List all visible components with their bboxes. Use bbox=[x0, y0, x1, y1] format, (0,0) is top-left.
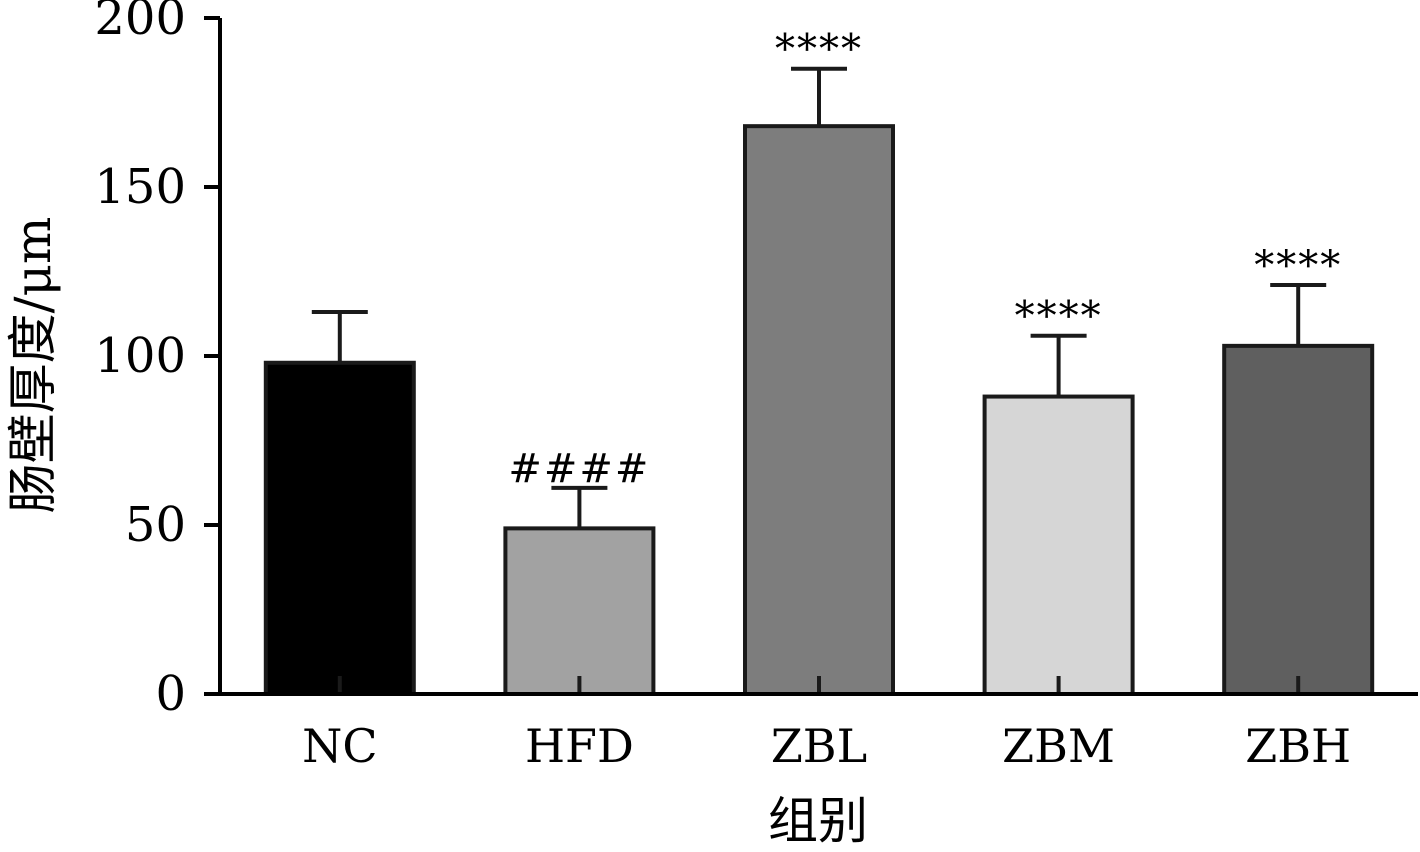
bars-layer bbox=[263, 124, 1375, 697]
y-tick-label: 0 bbox=[155, 666, 186, 722]
error-bars-layer bbox=[311, 66, 1327, 694]
y-tick-label: 50 bbox=[125, 497, 186, 553]
significance-label-hfd: #### bbox=[508, 446, 650, 492]
x-tick-labels-layer: NC HFD ZBL ZBM ZBH bbox=[302, 719, 1351, 773]
bar-zbm bbox=[982, 394, 1135, 696]
x-tick-label-zbl: ZBL bbox=[771, 719, 867, 773]
bar-hfd bbox=[503, 526, 656, 696]
significance-label-zbm: **** bbox=[1015, 294, 1103, 340]
y-axis-title: 肠壁厚度/μm bbox=[4, 217, 62, 514]
bar-zbh bbox=[1222, 343, 1375, 696]
x-axis-title: 组别 bbox=[768, 792, 868, 850]
significance-label-zbh: **** bbox=[1254, 243, 1342, 289]
x-tick-label-nc: NC bbox=[302, 719, 377, 773]
y-tick-label: 100 bbox=[94, 328, 186, 384]
bar-zbl bbox=[743, 124, 895, 697]
x-tick-label-hfd: HFD bbox=[525, 719, 634, 773]
significance-label-zbl: **** bbox=[775, 27, 863, 73]
x-tick-label-zbh: ZBH bbox=[1245, 719, 1351, 773]
y-tick-label: 200 bbox=[94, 0, 186, 46]
x-tick-label-zbm: ZBM bbox=[1002, 719, 1115, 773]
y-tick-label: 150 bbox=[94, 159, 186, 215]
bar-nc bbox=[263, 360, 416, 696]
y-ticks-layer: 0 50 100 150 200 bbox=[94, 0, 220, 722]
significance-labels-layer: #### **** **** **** bbox=[508, 27, 1342, 492]
